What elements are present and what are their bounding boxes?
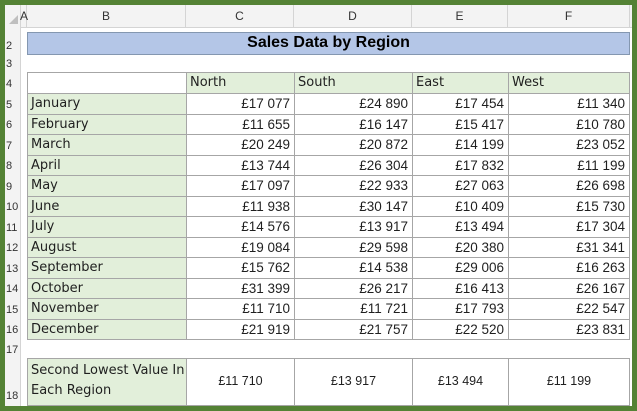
value-cell[interactable]: £26 698 — [508, 175, 630, 197]
month-cell[interactable]: November — [27, 298, 187, 320]
month-cell[interactable]: January — [27, 93, 187, 115]
result-north[interactable]: £11 710 — [186, 358, 295, 406]
row-header-4[interactable]: 4 — [6, 78, 13, 90]
row-header-11[interactable]: 11 — [6, 222, 18, 234]
column-header-b[interactable]: B — [27, 5, 186, 27]
value-cell[interactable]: £10 780 — [508, 113, 630, 135]
header-south[interactable]: South — [294, 72, 413, 94]
spreadsheet: A B C D E F 2 3 4 5 6 7 8 9 10 11 12 13 … — [5, 5, 632, 406]
column-header-d[interactable]: D — [294, 5, 412, 27]
value-cell[interactable]: £16 147 — [294, 113, 413, 135]
row-header-16[interactable]: 16 — [6, 324, 19, 336]
value-cell[interactable]: £13 917 — [294, 216, 413, 238]
value-cell[interactable]: £15 730 — [508, 195, 630, 217]
value-cell[interactable]: £14 199 — [412, 134, 509, 156]
header-east[interactable]: East — [412, 72, 509, 94]
value-cell[interactable]: £20 872 — [294, 134, 413, 156]
value-cell[interactable]: £23 831 — [508, 318, 630, 340]
month-cell[interactable]: October — [27, 277, 187, 299]
select-all-triangle-icon — [9, 15, 18, 24]
value-cell[interactable]: £11 721 — [294, 298, 413, 320]
month-cell[interactable]: June — [27, 195, 187, 217]
value-cell[interactable]: £23 052 — [508, 134, 630, 156]
row-header-3[interactable]: 3 — [6, 58, 13, 70]
value-cell[interactable]: £11 199 — [508, 154, 630, 176]
value-cell[interactable]: £17 304 — [508, 216, 630, 238]
month-cell[interactable]: December — [27, 318, 187, 340]
month-cell[interactable]: April — [27, 154, 187, 176]
value-cell[interactable]: £15 417 — [412, 113, 509, 135]
value-cell[interactable]: £29 006 — [412, 257, 509, 279]
value-cell[interactable]: £17 793 — [412, 298, 509, 320]
value-cell[interactable]: £20 249 — [186, 134, 295, 156]
row-header-9[interactable]: 9 — [6, 181, 13, 193]
month-cell[interactable]: August — [27, 236, 187, 258]
value-cell[interactable]: £11 938 — [186, 195, 295, 217]
value-cell[interactable]: £20 380 — [412, 236, 509, 258]
result-south[interactable]: £13 917 — [294, 358, 413, 406]
column-header-e[interactable]: E — [412, 5, 508, 27]
value-cell[interactable]: £16 413 — [412, 277, 509, 299]
value-cell[interactable]: £24 890 — [294, 93, 413, 115]
value-cell[interactable]: £31 341 — [508, 236, 630, 258]
column-header-c[interactable]: C — [186, 5, 294, 27]
column-header-f[interactable]: F — [508, 5, 630, 27]
value-cell[interactable]: £11 655 — [186, 113, 295, 135]
value-cell[interactable]: £26 217 — [294, 277, 413, 299]
row-header-17[interactable]: 17 — [6, 344, 19, 356]
row-header-6[interactable]: 6 — [6, 119, 13, 131]
blank-header-cell[interactable] — [27, 72, 187, 94]
value-cell[interactable]: £22 547 — [508, 298, 630, 320]
month-cell[interactable]: May — [27, 175, 187, 197]
row-header-13[interactable]: 13 — [6, 263, 19, 275]
row-header-5[interactable]: 5 — [6, 99, 13, 111]
value-cell[interactable]: £31 399 — [186, 277, 295, 299]
value-cell[interactable]: £13 744 — [186, 154, 295, 176]
header-west[interactable]: West — [508, 72, 630, 94]
row-header-7[interactable]: 7 — [6, 140, 13, 152]
value-cell[interactable]: £26 304 — [294, 154, 413, 176]
row-header-14[interactable]: 14 — [6, 283, 19, 295]
value-cell[interactable]: £29 598 — [294, 236, 413, 258]
month-cell[interactable]: September — [27, 257, 187, 279]
value-cell[interactable]: £11 710 — [186, 298, 295, 320]
value-cell[interactable]: £13 494 — [412, 216, 509, 238]
value-cell[interactable]: £17 097 — [186, 175, 295, 197]
row-header-8[interactable]: 8 — [6, 160, 13, 172]
value-cell[interactable]: £22 520 — [412, 318, 509, 340]
column-header-bar — [5, 5, 632, 28]
value-cell[interactable]: £17 077 — [186, 93, 295, 115]
value-cell[interactable]: £16 263 — [508, 257, 630, 279]
month-cell[interactable]: July — [27, 216, 187, 238]
row-header-18[interactable]: 18 — [6, 390, 19, 402]
value-cell[interactable]: £30 147 — [294, 195, 413, 217]
row-header-2[interactable]: 2 — [6, 40, 13, 52]
value-cell[interactable]: £15 762 — [186, 257, 295, 279]
row-header-12[interactable]: 12 — [6, 242, 19, 254]
month-cell[interactable]: March — [27, 134, 187, 156]
select-all-button[interactable] — [5, 5, 21, 27]
value-cell[interactable]: £21 757 — [294, 318, 413, 340]
value-cell[interactable]: £10 409 — [412, 195, 509, 217]
value-cell[interactable]: £11 340 — [508, 93, 630, 115]
row-header-15[interactable]: 15 — [6, 304, 19, 316]
value-cell[interactable]: £21 919 — [186, 318, 295, 340]
month-cell[interactable]: February — [27, 113, 187, 135]
header-north[interactable]: North — [186, 72, 295, 94]
value-cell[interactable]: £17 832 — [412, 154, 509, 176]
value-cell[interactable]: £14 538 — [294, 257, 413, 279]
value-cell[interactable]: £14 576 — [186, 216, 295, 238]
result-label-cell[interactable]: Second Lowest Value In Each Region — [27, 358, 187, 406]
value-cell[interactable]: £22 933 — [294, 175, 413, 197]
value-cell[interactable]: £17 454 — [412, 93, 509, 115]
column-header-a[interactable]: A — [20, 5, 28, 27]
result-east[interactable]: £13 494 — [412, 358, 509, 406]
value-cell[interactable]: £27 063 — [412, 175, 509, 197]
value-cell[interactable]: £19 084 — [186, 236, 295, 258]
value-cell[interactable]: £26 167 — [508, 277, 630, 299]
row-header-10[interactable]: 10 — [6, 201, 19, 213]
row-header-bar — [5, 27, 21, 406]
result-west[interactable]: £11 199 — [508, 358, 630, 406]
title-cell[interactable]: Sales Data by Region — [27, 32, 630, 55]
